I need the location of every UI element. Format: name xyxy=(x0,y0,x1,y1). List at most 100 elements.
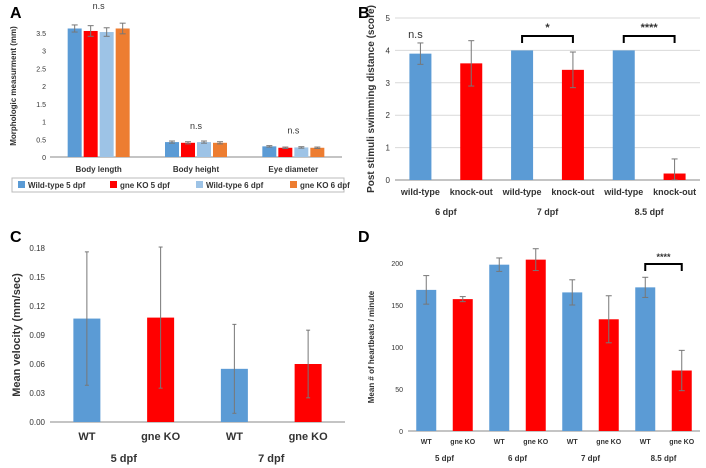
category-label: gne KO xyxy=(523,439,548,446)
category-label: gne KO xyxy=(289,431,329,443)
bar xyxy=(511,50,534,181)
bar xyxy=(115,28,130,157)
y-tick-label: 0.06 xyxy=(29,360,45,369)
bar xyxy=(278,147,293,157)
bar xyxy=(489,264,510,431)
legend-box xyxy=(11,177,345,193)
bar xyxy=(562,292,583,431)
y-tick-label: 0 xyxy=(399,429,403,436)
bar xyxy=(635,287,656,431)
y-tick-label: 0.5 xyxy=(36,137,46,144)
y-tick-label: 0 xyxy=(42,155,46,162)
category-label: knock-out xyxy=(551,187,594,197)
y-tick-label: 100 xyxy=(391,345,403,352)
category-label: Body length xyxy=(76,165,122,174)
y-tick-label: 200 xyxy=(391,261,403,268)
significance-label: n.s xyxy=(287,126,300,136)
category-label: gne KO xyxy=(596,439,621,446)
legend-label: gne KO 5 dpf xyxy=(120,181,170,190)
legend-swatch xyxy=(196,181,203,188)
category-label: gne KO xyxy=(669,439,694,446)
y-axis-title: Mean velocity (mm/sec) xyxy=(11,273,23,397)
significance-bracket xyxy=(644,263,683,271)
bar xyxy=(671,370,692,431)
y-tick-label: 1 xyxy=(42,120,46,127)
category-label: WT xyxy=(567,439,579,446)
y-axis-title: Post stimuli swimming distance (score) xyxy=(366,5,377,193)
significance-bracket xyxy=(622,35,676,43)
y-axis-title: Morphologic measurment (mm) xyxy=(9,26,18,146)
group-label: 6 dpf xyxy=(435,207,458,217)
bar xyxy=(165,142,179,157)
group-label: 5 dpf xyxy=(111,453,138,465)
category-label: gne KO xyxy=(450,439,475,446)
bar xyxy=(99,32,114,157)
group-label: 5 dpf xyxy=(435,454,454,463)
category-label: WT xyxy=(494,439,506,446)
legend-swatch xyxy=(290,181,297,188)
y-tick-label: 0 xyxy=(386,176,391,185)
bar xyxy=(416,289,437,431)
panel-label-b: B xyxy=(358,5,370,22)
legend-swatch xyxy=(18,181,25,188)
y-tick-label: 3 xyxy=(386,79,391,88)
bar xyxy=(181,142,195,157)
bar xyxy=(525,259,546,431)
y-tick-label: 2 xyxy=(386,111,391,120)
y-tick-label: 0.12 xyxy=(29,302,45,311)
bar xyxy=(561,69,584,180)
y-axis-title: Mean # of heartbeats / minute xyxy=(367,290,376,403)
y-tick-label: 3 xyxy=(42,49,46,56)
category-label: Body height xyxy=(173,165,220,174)
y-tick-label: 50 xyxy=(395,387,403,394)
y-tick-label: 4 xyxy=(386,46,391,55)
panel-label-a: A xyxy=(10,5,22,22)
category-label: wild-type xyxy=(400,187,440,197)
category-label: wild-type xyxy=(603,187,643,197)
group-label: 6 dpf xyxy=(508,454,527,463)
significance-bracket xyxy=(521,35,574,43)
bar xyxy=(598,319,619,431)
significance-label: n.s xyxy=(190,121,203,131)
chart-layer: 0 0.5 1 1.5 2 2.5 3 3.5 Morphologic measurment (… xyxy=(9,1,700,465)
bar xyxy=(262,146,277,157)
legend-swatch xyxy=(110,181,117,188)
bar xyxy=(83,30,98,158)
significance-label: * xyxy=(545,22,550,34)
category-label: knock-out xyxy=(450,187,493,197)
category-label: Eye diameter xyxy=(268,165,318,174)
category-label: knock-out xyxy=(653,187,696,197)
y-tick-label: 0.09 xyxy=(29,331,45,340)
y-tick-label: 150 xyxy=(391,303,403,310)
significance-label: **** xyxy=(656,252,671,262)
y-tick-label: 1 xyxy=(386,144,391,153)
bar xyxy=(310,147,325,157)
category-label: gne KO xyxy=(141,431,181,443)
y-tick-label: 0.00 xyxy=(29,418,45,427)
bar xyxy=(460,63,483,180)
group-label: 8.5 dpf xyxy=(635,207,665,217)
bar xyxy=(452,299,473,431)
significance-label: n.s xyxy=(93,1,106,11)
bar xyxy=(294,147,309,157)
y-tick-label: 5 xyxy=(386,14,391,23)
legend-label: gne KO 6 dpf xyxy=(300,181,350,190)
legend-label: Wild-type 5 dpf xyxy=(28,181,86,190)
y-tick-label: 1.5 xyxy=(36,102,46,109)
category-label: WT xyxy=(421,439,433,446)
y-tick-label: 2 xyxy=(42,84,46,91)
group-label: 7 dpf xyxy=(258,453,285,465)
category-label: WT xyxy=(226,431,243,443)
y-tick-label: 0.18 xyxy=(29,244,45,253)
category-label: WT xyxy=(78,431,95,443)
y-tick-label: 3.5 xyxy=(36,31,46,38)
bar xyxy=(197,142,211,157)
bar xyxy=(409,53,432,180)
bar xyxy=(67,28,82,157)
y-tick-label: 2.5 xyxy=(36,66,46,73)
y-tick-label: 0.03 xyxy=(29,389,45,398)
bar xyxy=(612,50,635,181)
group-label: 8.5 dpf xyxy=(651,454,677,463)
category-label: WT xyxy=(640,439,652,446)
